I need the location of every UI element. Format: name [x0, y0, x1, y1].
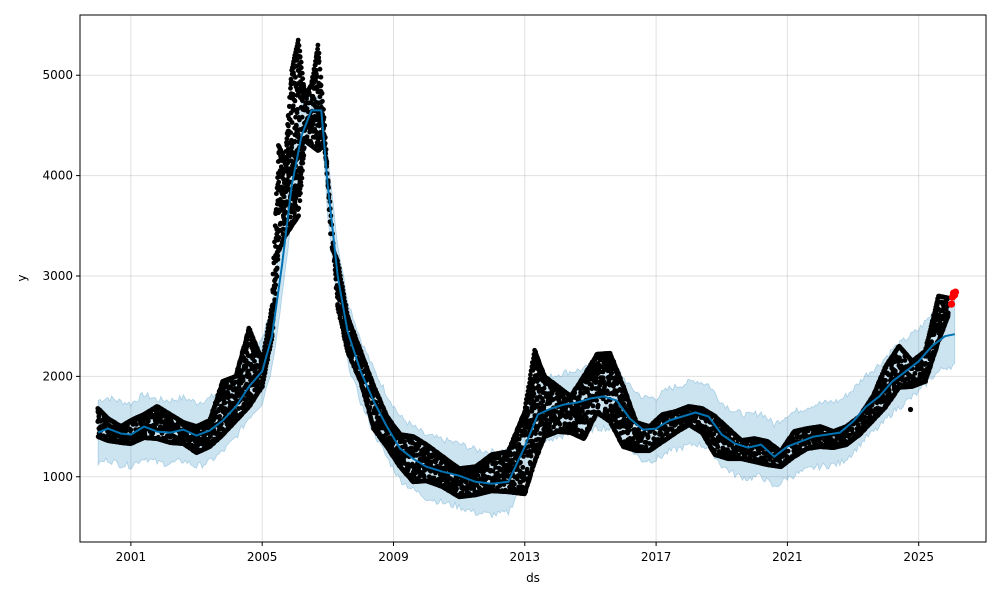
- observed-point: [275, 274, 280, 279]
- observed-point: [318, 67, 323, 72]
- observed-point: [298, 198, 303, 203]
- observed-point: [293, 75, 298, 80]
- observed-point: [273, 283, 278, 288]
- observed-point: [591, 404, 596, 409]
- observed-point: [300, 176, 305, 181]
- observed-point: [529, 454, 534, 459]
- observed-point: [290, 120, 295, 125]
- observed-point: [319, 75, 324, 80]
- observed-point: [525, 467, 530, 472]
- observed-point: [320, 99, 325, 104]
- observed-point: [653, 431, 658, 436]
- observed-point: [319, 83, 324, 88]
- observed-point: [294, 123, 299, 128]
- observed-point: [296, 206, 301, 211]
- observed-point: [299, 60, 304, 65]
- observed-point: [515, 432, 520, 437]
- observed-point: [297, 43, 302, 48]
- observed-point: [302, 146, 307, 151]
- observed-point: [275, 266, 280, 271]
- observed-point: [532, 391, 537, 396]
- observed-point: [301, 153, 306, 158]
- observed-point: [298, 54, 303, 59]
- observed-point: [252, 359, 257, 364]
- observed-point: [656, 421, 661, 426]
- observed-point: [282, 194, 287, 199]
- observed-point: [320, 91, 325, 96]
- observed-point: [276, 180, 281, 185]
- observed-point: [454, 486, 459, 491]
- observed-point: [627, 428, 632, 433]
- observed-point: [317, 51, 322, 56]
- observed-point: [277, 235, 282, 240]
- observed-point: [646, 434, 651, 439]
- observed-point: [299, 65, 304, 70]
- observed-point: [223, 400, 228, 405]
- observed-point: [298, 180, 303, 185]
- observed-point: [368, 405, 373, 410]
- observed-point: [316, 43, 321, 48]
- observed-point: [596, 403, 601, 408]
- observed-point: [286, 124, 291, 129]
- observed-point: [128, 427, 133, 432]
- observed-point: [311, 122, 316, 127]
- observed-point: [300, 76, 305, 81]
- observed-point: [288, 130, 293, 135]
- observed-point: [134, 422, 139, 427]
- observed-point: [542, 386, 547, 391]
- observed-point: [300, 115, 305, 120]
- observed-point: [541, 399, 546, 404]
- observed-point: [296, 213, 301, 218]
- observed-point: [293, 99, 298, 104]
- observed-point: [300, 168, 305, 173]
- observed-point: [275, 253, 280, 258]
- observed-point: [317, 59, 322, 64]
- observed-point: [558, 422, 563, 427]
- observed-point: [528, 372, 533, 377]
- observed-point: [531, 380, 536, 385]
- observed-point: [298, 191, 303, 196]
- observed-point: [520, 465, 525, 470]
- observed-point: [300, 71, 305, 76]
- observed-point: [288, 86, 293, 91]
- observed-point: [291, 103, 296, 108]
- observed-point: [301, 82, 306, 87]
- observed-point: [296, 38, 301, 43]
- observed-point: [601, 375, 606, 380]
- observed-point: [297, 49, 302, 54]
- observed-point: [512, 482, 517, 487]
- observed-point: [300, 161, 305, 166]
